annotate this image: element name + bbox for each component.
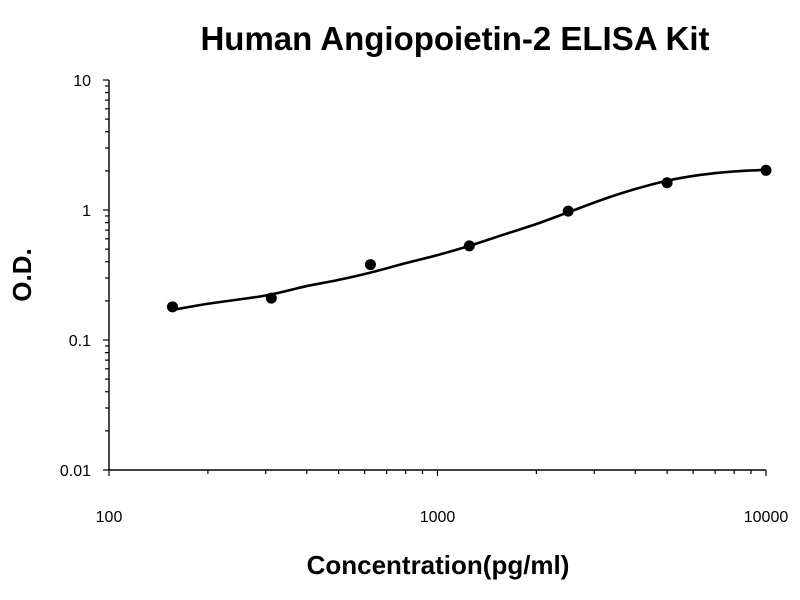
data-point — [661, 177, 673, 189]
y-tick-label: 0.1 — [69, 333, 91, 350]
y-axis-label: O.D. — [7, 248, 37, 301]
data-point — [166, 301, 178, 313]
y-tick-label: 0.01 — [60, 463, 91, 480]
fit-curve — [172, 168, 767, 312]
x-tick-label: 1000 — [420, 509, 456, 526]
chart-title: Human Angiopoietin-2 ELISA Kit — [200, 20, 709, 57]
data-point — [562, 205, 574, 217]
x-axis-label: Concentration(pg/ml) — [307, 550, 570, 580]
x-ticks: 100 1000 10000 — [96, 470, 789, 526]
y-tick-label: 1 — [82, 203, 91, 220]
data-points — [166, 164, 772, 313]
data-point — [760, 164, 772, 176]
y-ticks: 0.01 0.1 1 10 — [60, 73, 109, 480]
data-point — [265, 292, 277, 304]
data-point — [364, 259, 376, 271]
data-point — [463, 240, 475, 252]
x-tick-label: 100 — [96, 509, 123, 526]
x-tick-label: 10000 — [744, 509, 789, 526]
y-tick-label: 10 — [73, 73, 91, 90]
